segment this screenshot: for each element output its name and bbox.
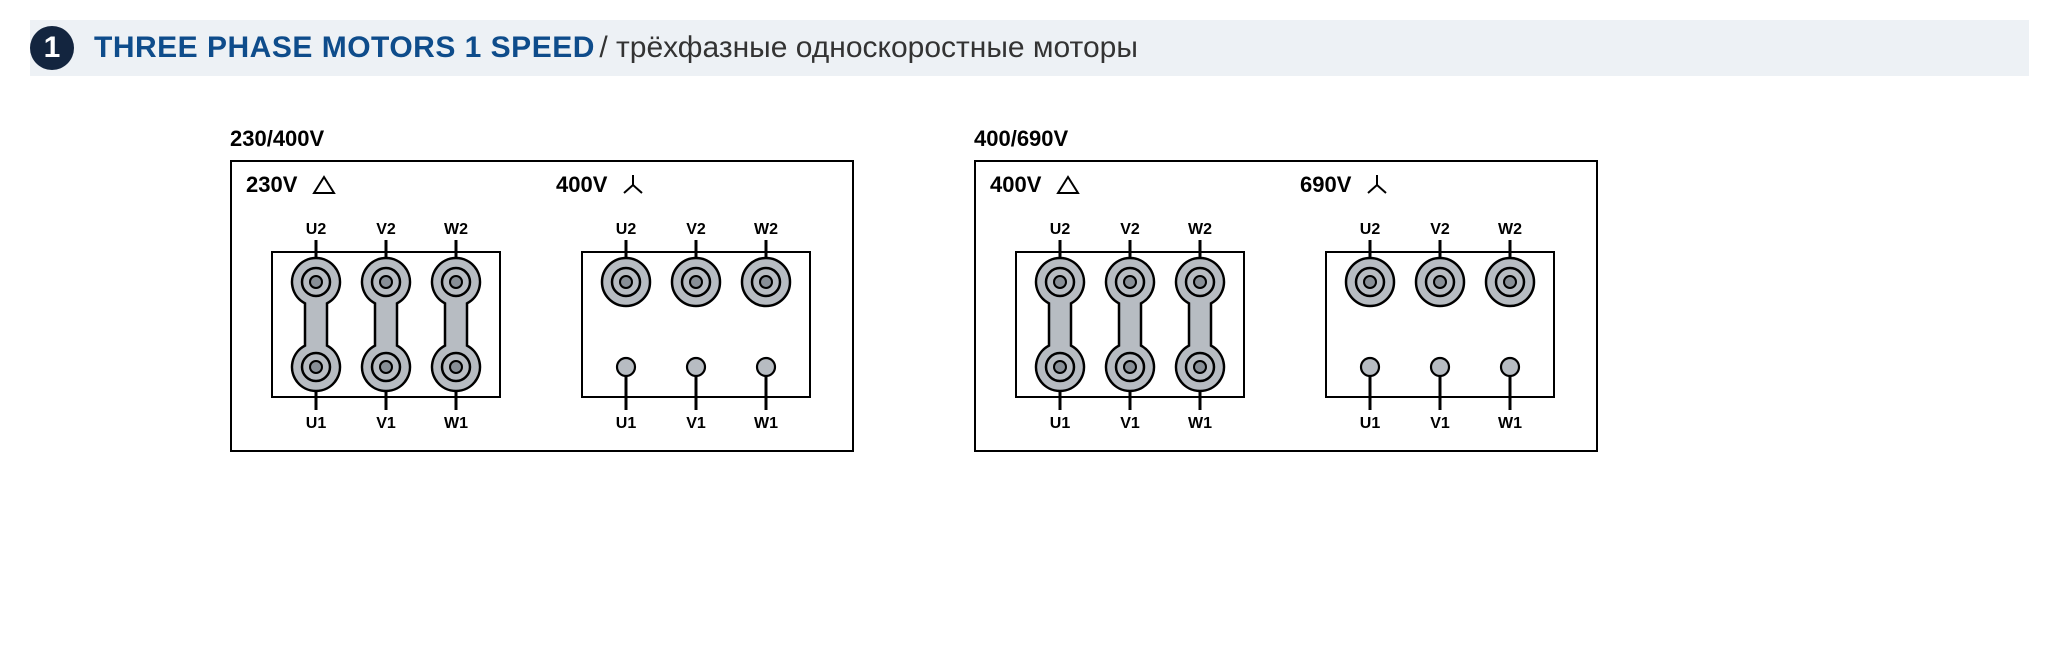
wiring-diagram-delta: U2 V2 W2 U1 V1 W1 — [246, 202, 526, 442]
cell-voltage-label: 400V — [556, 172, 607, 198]
svg-text:U1: U1 — [616, 415, 637, 432]
cell-voltage-row: 400V — [556, 172, 838, 198]
svg-text:V1: V1 — [1120, 415, 1140, 432]
svg-text:W2: W2 — [754, 221, 778, 238]
section-title: THREE PHASE MOTORS 1 SPEED / трёхфазные … — [94, 31, 1138, 65]
connection-pair-box: 230V U2 V2 W2 U1 V1 W1 400V U2 V2 W2 U1 V1 W1 — [230, 160, 854, 452]
svg-text:V1: V1 — [376, 415, 396, 432]
svg-text:W2: W2 — [444, 221, 468, 238]
group-voltage-label: 230/400V — [230, 126, 854, 152]
wiring-diagram-delta: U2 V2 W2 U1 V1 W1 — [990, 202, 1270, 442]
svg-text:U1: U1 — [306, 415, 327, 432]
cell-voltage-label: 400V — [990, 172, 1041, 198]
title-english: THREE PHASE MOTORS 1 SPEED — [94, 31, 595, 64]
cell-voltage-row: 230V — [246, 172, 528, 198]
connection-cell: 400V U2 V2 W2 U1 V1 W1 — [976, 162, 1286, 450]
delta-icon — [311, 174, 337, 196]
svg-text:U1: U1 — [1050, 415, 1071, 432]
voltage-group: 400/690V 400V U2 V2 W2 U1 V1 W1 690V U2 V2 W2 U1… — [974, 126, 1598, 452]
cell-voltage-row: 400V — [990, 172, 1272, 198]
connection-cell: 400V U2 V2 W2 U1 V1 W1 — [542, 162, 852, 450]
connection-cell: 230V U2 V2 W2 U1 V1 W1 — [232, 162, 542, 450]
cell-voltage-label: 230V — [246, 172, 297, 198]
svg-text:U1: U1 — [1360, 415, 1381, 432]
group-voltage-label: 400/690V — [974, 126, 1598, 152]
title-russian-text: трёхфазные односкоростные моторы — [616, 31, 1138, 64]
wiring-diagram-wye: U2 V2 W2 U1 V1 W1 — [556, 202, 836, 442]
svg-text:V2: V2 — [1120, 221, 1140, 238]
svg-text:V1: V1 — [686, 415, 706, 432]
svg-text:W1: W1 — [1188, 415, 1212, 432]
cell-voltage-label: 690V — [1300, 172, 1351, 198]
svg-text:V2: V2 — [1430, 221, 1450, 238]
svg-text:U2: U2 — [616, 221, 637, 238]
svg-text:U2: U2 — [1360, 221, 1381, 238]
svg-text:W2: W2 — [1188, 221, 1212, 238]
svg-text:W1: W1 — [754, 415, 778, 432]
svg-text:W1: W1 — [1498, 415, 1522, 432]
svg-text:V2: V2 — [686, 221, 706, 238]
cell-voltage-row: 690V — [1300, 172, 1582, 198]
diagram-groups: 230/400V 230V U2 V2 W2 U1 V1 W1 400V U2 V2 W2 U1… — [30, 126, 2029, 452]
wiring-diagram-wye: U2 V2 W2 U1 V1 W1 — [1300, 202, 1580, 442]
wye-icon — [1365, 173, 1389, 197]
svg-text:V2: V2 — [376, 221, 396, 238]
svg-text:V1: V1 — [1430, 415, 1450, 432]
voltage-group: 230/400V 230V U2 V2 W2 U1 V1 W1 400V U2 V2 W2 U1… — [230, 126, 854, 452]
delta-icon — [1055, 174, 1081, 196]
svg-text:U2: U2 — [306, 221, 327, 238]
wye-icon — [621, 173, 645, 197]
connection-pair-box: 400V U2 V2 W2 U1 V1 W1 690V U2 V2 W2 U1 V1 W1 — [974, 160, 1598, 452]
svg-text:W1: W1 — [444, 415, 468, 432]
section-number-badge: 1 — [30, 26, 74, 70]
svg-text:W2: W2 — [1498, 221, 1522, 238]
svg-text:U2: U2 — [1050, 221, 1071, 238]
title-russian: / — [599, 31, 616, 64]
section-header: 1 THREE PHASE MOTORS 1 SPEED / трёхфазны… — [30, 20, 2029, 76]
connection-cell: 690V U2 V2 W2 U1 V1 W1 — [1286, 162, 1596, 450]
